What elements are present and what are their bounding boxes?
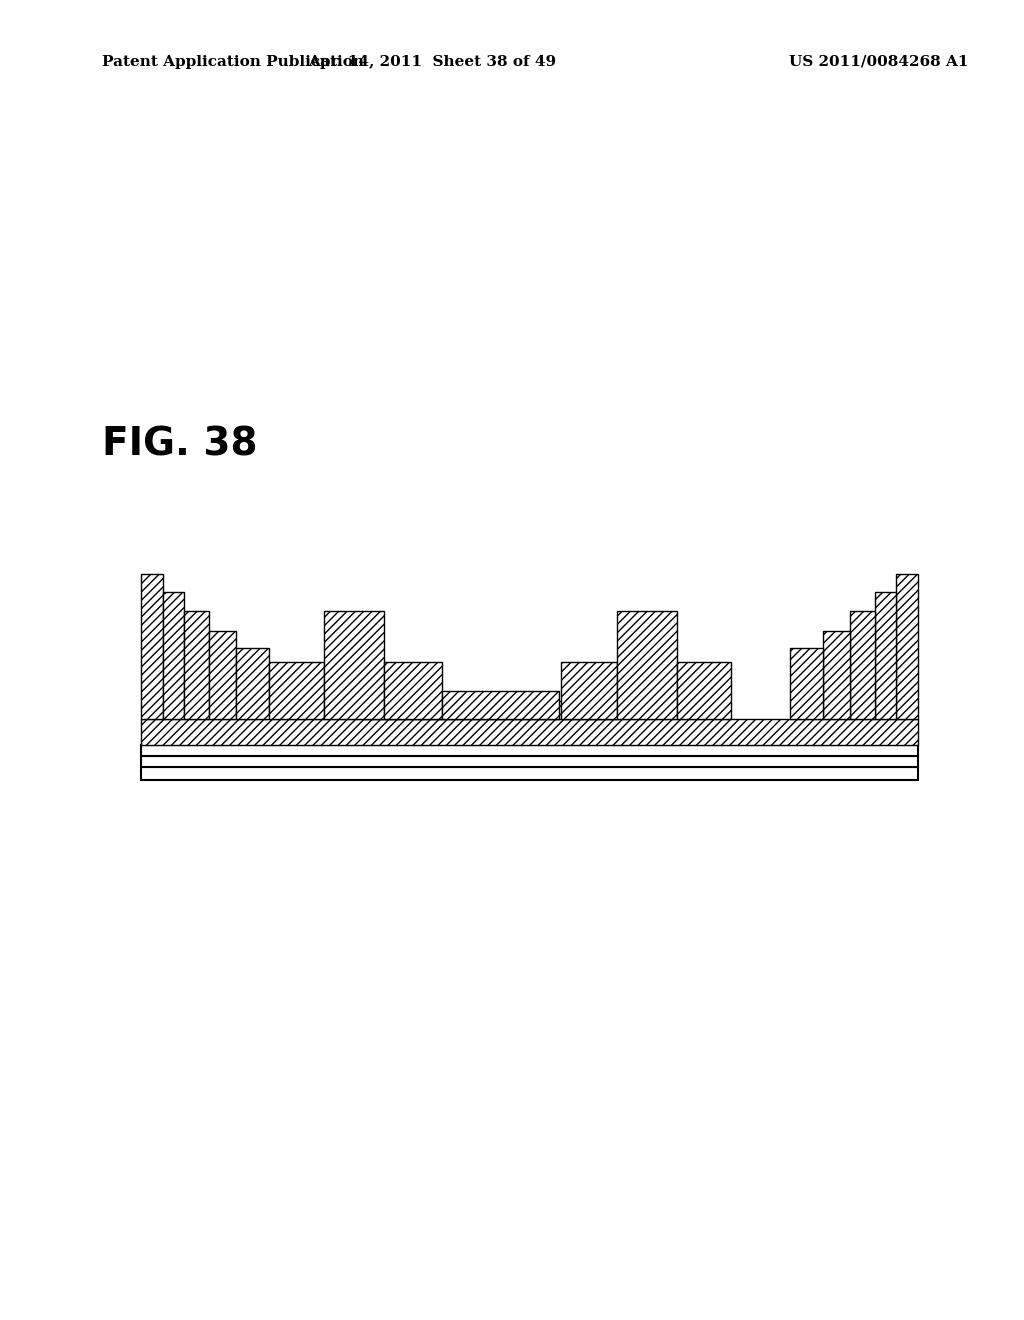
Bar: [141, 744, 918, 756]
Bar: [822, 631, 850, 718]
Bar: [141, 574, 163, 718]
Bar: [141, 756, 918, 767]
Text: FIG. 38: FIG. 38: [102, 426, 258, 465]
Bar: [141, 767, 918, 780]
Bar: [560, 661, 616, 718]
Bar: [876, 591, 896, 718]
Bar: [324, 611, 384, 718]
Bar: [141, 718, 918, 744]
Bar: [184, 611, 209, 718]
Bar: [163, 591, 184, 718]
Bar: [790, 648, 822, 718]
Text: Apr. 14, 2011  Sheet 38 of 49: Apr. 14, 2011 Sheet 38 of 49: [308, 55, 556, 69]
Bar: [442, 692, 559, 718]
Bar: [677, 661, 731, 718]
Bar: [269, 661, 324, 718]
Bar: [365, 701, 616, 718]
Bar: [237, 648, 269, 718]
Bar: [896, 574, 918, 718]
Text: Patent Application Publication: Patent Application Publication: [102, 55, 365, 69]
Bar: [616, 611, 677, 718]
Text: US 2011/0084268 A1: US 2011/0084268 A1: [790, 55, 969, 69]
Bar: [209, 631, 237, 718]
Bar: [384, 661, 442, 718]
Bar: [850, 611, 876, 718]
